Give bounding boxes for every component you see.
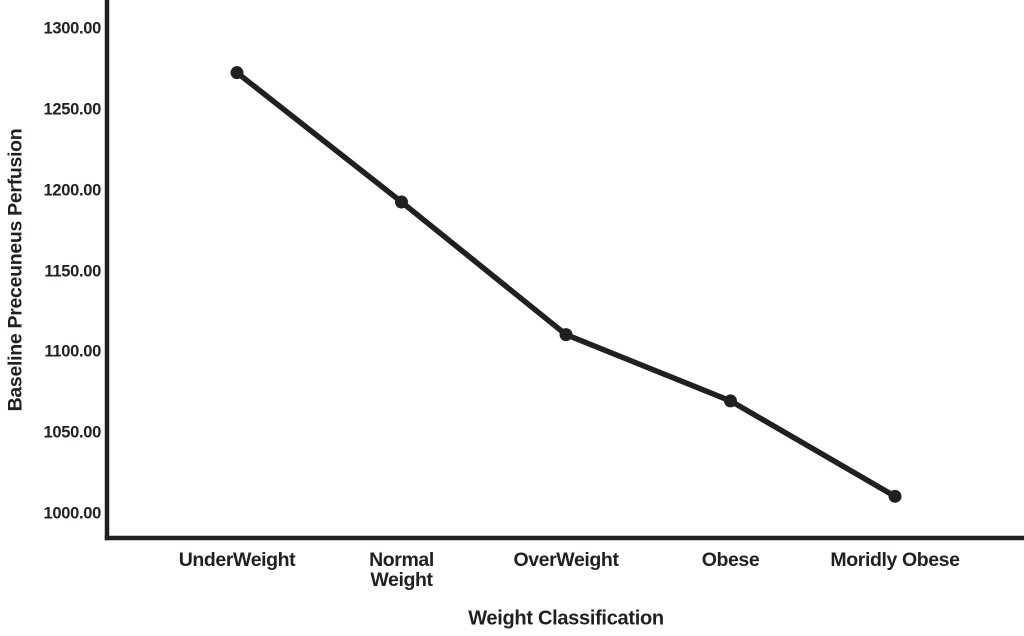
x-tick-label: UnderWeight (178, 549, 296, 571)
y-tick-label: 1250.00 (43, 100, 101, 119)
data-point-marker (724, 394, 737, 408)
x-tick-label: Obese (701, 549, 760, 571)
y-tick-label: 1100.00 (44, 342, 101, 361)
y-tick-label: 1150.00 (44, 262, 101, 281)
series-line (234, 69, 898, 500)
data-point-marker (230, 66, 244, 80)
y-axis-title: Baseline Preceuneus Perfusion (4, 128, 27, 412)
y-tick-label: 1050.00 (43, 423, 101, 442)
y-tick-label: 1300.00 (43, 19, 101, 38)
x-tick-label: Moridly Obese (830, 549, 960, 571)
x-axis-title: Weight Classification (468, 607, 664, 630)
data-point-marker (888, 489, 902, 503)
x-tick-label: OverWeight (513, 549, 619, 571)
data-point-marker (395, 195, 408, 209)
y-tick-label: 1200.00 (43, 181, 101, 200)
data-point-marker (559, 328, 573, 342)
x-tick-label: Normal Weight (369, 549, 434, 591)
y-tick-label: 1000.00 (43, 504, 101, 523)
